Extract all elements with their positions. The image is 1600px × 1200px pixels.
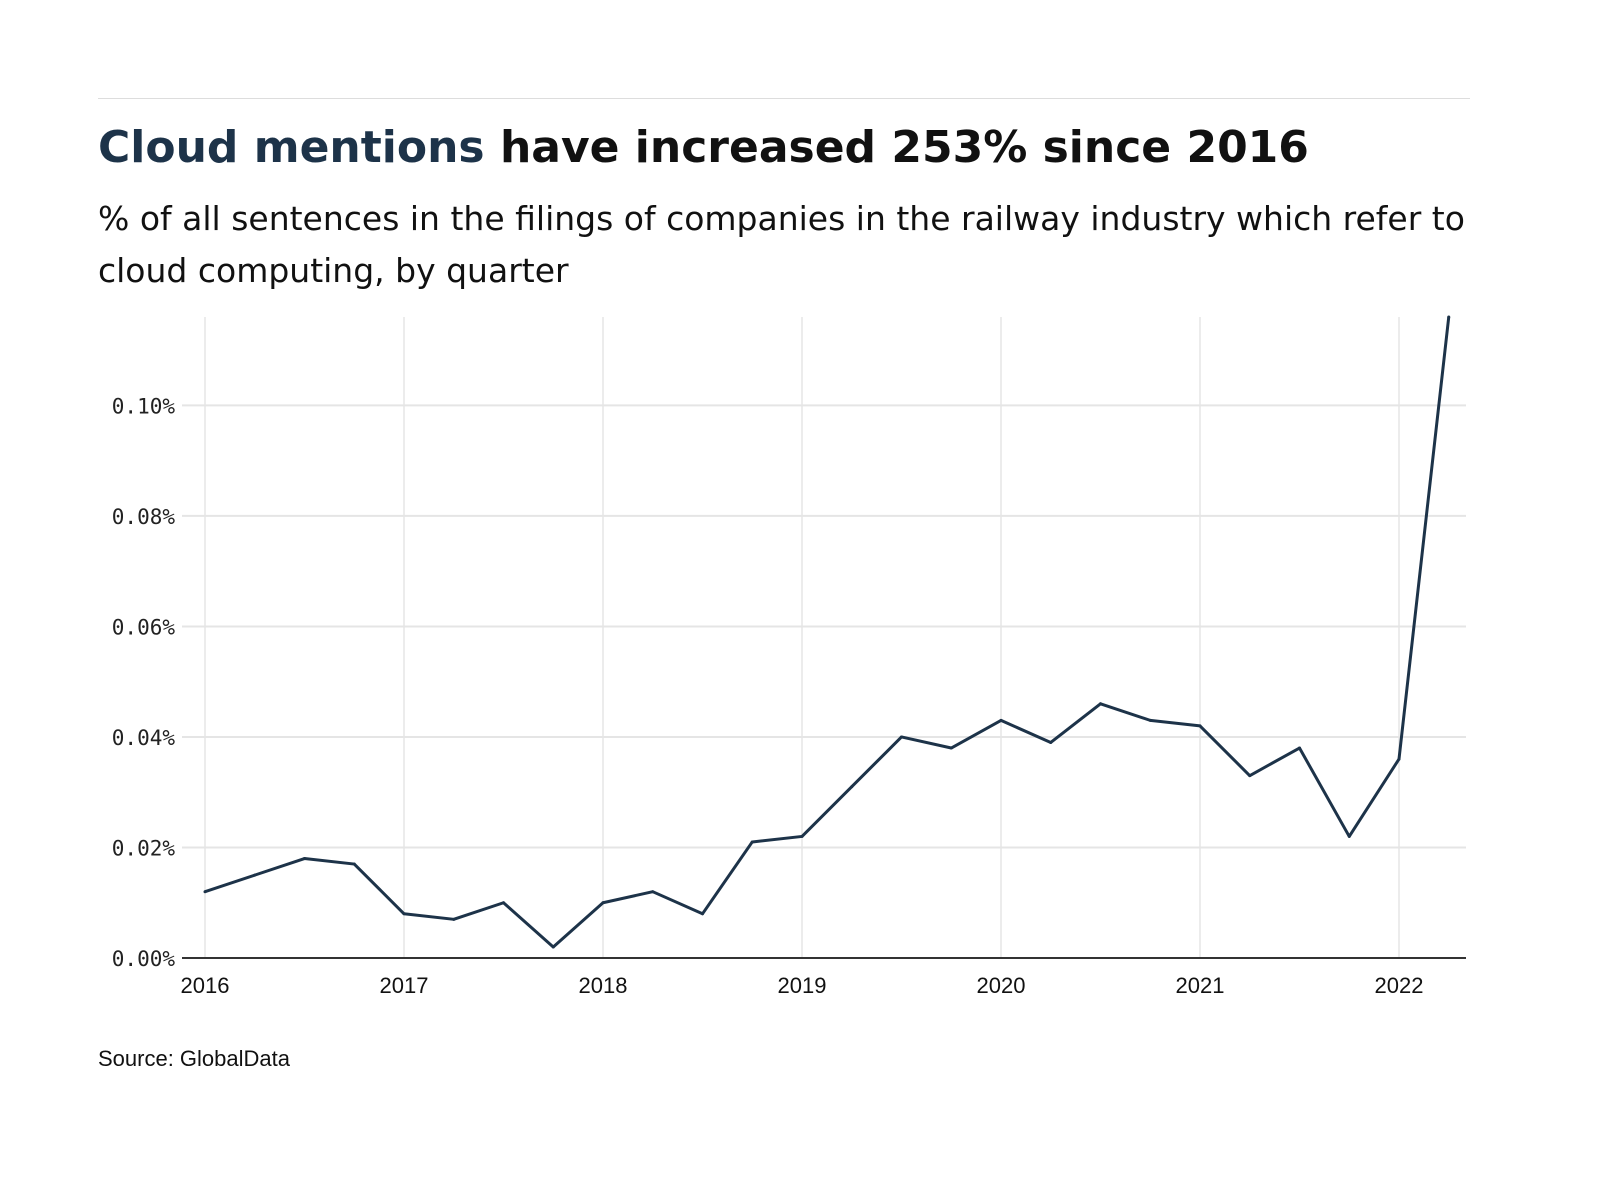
data-point [1447,315,1451,319]
source-note: Source: GlobalData [98,1046,290,1071]
y-tick-label: 0.08% [112,505,176,529]
y-tick-label: 0.04% [112,726,176,750]
data-point [1248,774,1252,778]
data-point [253,873,257,877]
data-point [750,840,754,844]
data-point [303,857,306,861]
data-point [1298,746,1301,750]
series-line [204,316,1451,949]
data-point [203,890,207,894]
x-tick-label: 2019 [778,973,827,998]
data-point [800,834,804,838]
title-rest: have increased 253% since 2016 [484,122,1309,173]
x-tick-label: 2018 [579,973,628,998]
data-point [601,901,605,905]
x-tick-label: 2022 [1375,973,1424,998]
data-point [999,718,1003,722]
data-point [1347,834,1351,838]
data-point [352,862,356,866]
data-point [701,912,704,916]
data-point [850,785,854,789]
x-tick-label: 2020 [977,973,1026,998]
data-point [551,945,555,949]
chart-title: Cloud mentions have increased 253% since… [98,122,1309,173]
x-tick-label: 2016 [181,973,230,998]
data-point [502,901,505,905]
data-point [1049,740,1053,744]
data-point [1148,718,1152,722]
data-point [452,917,456,921]
x-tick-label: 2017 [380,973,429,998]
data-point [651,890,655,894]
data-point [1099,702,1102,706]
y-tick-label: 0.10% [112,394,176,418]
top-divider [98,98,1470,99]
y-tick-label: 0.00% [112,947,176,971]
data-point [949,746,953,750]
data-point [402,912,406,916]
title-highlight: Cloud mentions [98,122,485,173]
data-point [1198,724,1202,728]
chart-subtitle: % of all sentences in the filings of com… [98,199,1465,290]
data-point [1397,757,1401,761]
data-point [900,735,903,739]
y-tick-label: 0.06% [112,615,176,639]
x-tick-label: 2021 [1176,973,1225,998]
y-tick-label: 0.02% [112,836,176,860]
